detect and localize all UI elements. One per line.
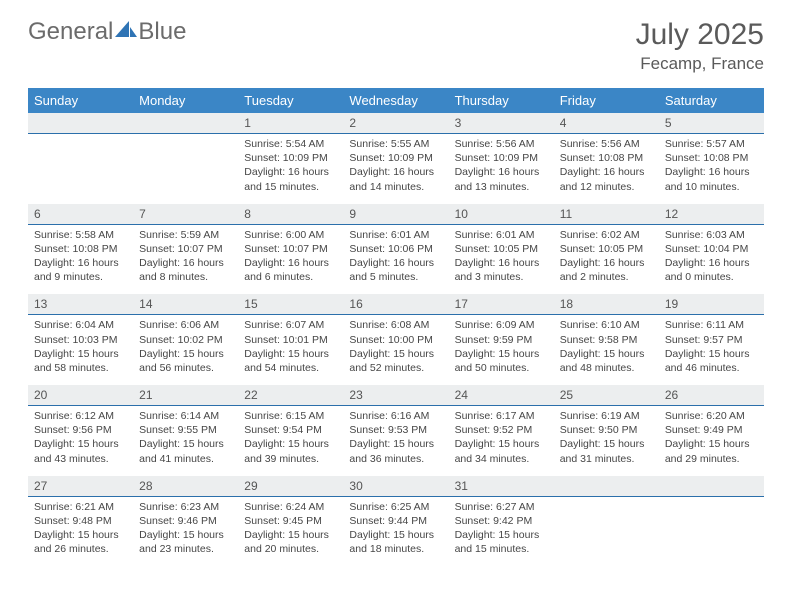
day-detail: Sunrise: 6:20 AM Sunset: 9:49 PM Dayligh… bbox=[659, 406, 764, 476]
page-title: July 2025 bbox=[636, 18, 764, 52]
title-block: July 2025 Fecamp, France bbox=[636, 18, 764, 74]
day-detail bbox=[133, 134, 238, 204]
day-number: 27 bbox=[28, 476, 133, 496]
day-detail: Sunrise: 5:56 AM Sunset: 10:08 PM Daylig… bbox=[554, 134, 659, 204]
day-detail: Sunrise: 6:21 AM Sunset: 9:48 PM Dayligh… bbox=[28, 497, 133, 567]
day-detail: Sunrise: 6:01 AM Sunset: 10:06 PM Daylig… bbox=[343, 225, 448, 295]
day-number: 31 bbox=[449, 476, 554, 496]
weekday-friday: Friday bbox=[554, 88, 659, 113]
day-number: 9 bbox=[343, 204, 448, 224]
day-number: 19 bbox=[659, 294, 764, 314]
day-number bbox=[133, 113, 238, 133]
location-label: Fecamp, France bbox=[636, 54, 764, 74]
day-detail: Sunrise: 6:16 AM Sunset: 9:53 PM Dayligh… bbox=[343, 406, 448, 476]
day-detail: Sunrise: 6:12 AM Sunset: 9:56 PM Dayligh… bbox=[28, 406, 133, 476]
day-number: 18 bbox=[554, 294, 659, 314]
day-detail: Sunrise: 6:04 AM Sunset: 10:03 PM Daylig… bbox=[28, 315, 133, 385]
day-number bbox=[659, 476, 764, 496]
day-number: 22 bbox=[238, 385, 343, 405]
day-detail: Sunrise: 5:56 AM Sunset: 10:09 PM Daylig… bbox=[449, 134, 554, 204]
day-number: 24 bbox=[449, 385, 554, 405]
day-detail bbox=[28, 134, 133, 204]
day-detail: Sunrise: 6:08 AM Sunset: 10:00 PM Daylig… bbox=[343, 315, 448, 385]
day-number: 11 bbox=[554, 204, 659, 224]
day-detail: Sunrise: 6:25 AM Sunset: 9:44 PM Dayligh… bbox=[343, 497, 448, 567]
day-detail: Sunrise: 5:57 AM Sunset: 10:08 PM Daylig… bbox=[659, 134, 764, 204]
day-detail bbox=[659, 497, 764, 567]
day-number: 6 bbox=[28, 204, 133, 224]
day-number: 3 bbox=[449, 113, 554, 133]
day-detail: Sunrise: 6:06 AM Sunset: 10:02 PM Daylig… bbox=[133, 315, 238, 385]
logo: General Blue bbox=[28, 18, 186, 46]
weekday-saturday: Saturday bbox=[659, 88, 764, 113]
day-number: 4 bbox=[554, 113, 659, 133]
day-number: 23 bbox=[343, 385, 448, 405]
day-detail: Sunrise: 6:24 AM Sunset: 9:45 PM Dayligh… bbox=[238, 497, 343, 567]
day-number: 20 bbox=[28, 385, 133, 405]
weekday-wednesday: Wednesday bbox=[343, 88, 448, 113]
weekday-sunday: Sunday bbox=[28, 88, 133, 113]
day-detail: Sunrise: 6:15 AM Sunset: 9:54 PM Dayligh… bbox=[238, 406, 343, 476]
day-number: 28 bbox=[133, 476, 238, 496]
day-number: 1 bbox=[238, 113, 343, 133]
day-number bbox=[28, 113, 133, 133]
day-detail-row: Sunrise: 5:58 AM Sunset: 10:08 PM Daylig… bbox=[28, 225, 764, 295]
day-number: 5 bbox=[659, 113, 764, 133]
day-number: 17 bbox=[449, 294, 554, 314]
calendar: Sunday Monday Tuesday Wednesday Thursday… bbox=[28, 88, 764, 566]
day-number: 29 bbox=[238, 476, 343, 496]
day-detail: Sunrise: 6:14 AM Sunset: 9:55 PM Dayligh… bbox=[133, 406, 238, 476]
weeks-container: 12345Sunrise: 5:54 AM Sunset: 10:09 PM D… bbox=[28, 113, 764, 566]
day-detail: Sunrise: 6:09 AM Sunset: 9:59 PM Dayligh… bbox=[449, 315, 554, 385]
weekday-thursday: Thursday bbox=[449, 88, 554, 113]
day-number: 30 bbox=[343, 476, 448, 496]
day-detail: Sunrise: 6:19 AM Sunset: 9:50 PM Dayligh… bbox=[554, 406, 659, 476]
day-detail: Sunrise: 6:11 AM Sunset: 9:57 PM Dayligh… bbox=[659, 315, 764, 385]
day-number-row: 2728293031 bbox=[28, 476, 764, 497]
day-detail-row: Sunrise: 5:54 AM Sunset: 10:09 PM Daylig… bbox=[28, 134, 764, 204]
day-detail: Sunrise: 6:03 AM Sunset: 10:04 PM Daylig… bbox=[659, 225, 764, 295]
day-number-row: 12345 bbox=[28, 113, 764, 134]
day-detail: Sunrise: 5:55 AM Sunset: 10:09 PM Daylig… bbox=[343, 134, 448, 204]
day-detail: Sunrise: 6:01 AM Sunset: 10:05 PM Daylig… bbox=[449, 225, 554, 295]
day-detail: Sunrise: 6:17 AM Sunset: 9:52 PM Dayligh… bbox=[449, 406, 554, 476]
day-detail bbox=[554, 497, 659, 567]
weekday-header: Sunday Monday Tuesday Wednesday Thursday… bbox=[28, 88, 764, 113]
day-number: 14 bbox=[133, 294, 238, 314]
day-number: 7 bbox=[133, 204, 238, 224]
day-detail: Sunrise: 6:02 AM Sunset: 10:05 PM Daylig… bbox=[554, 225, 659, 295]
day-detail: Sunrise: 5:59 AM Sunset: 10:07 PM Daylig… bbox=[133, 225, 238, 295]
day-detail-row: Sunrise: 6:12 AM Sunset: 9:56 PM Dayligh… bbox=[28, 406, 764, 476]
logo-text-2: Blue bbox=[138, 18, 186, 46]
logo-sail-icon bbox=[115, 18, 137, 46]
day-detail: Sunrise: 6:07 AM Sunset: 10:01 PM Daylig… bbox=[238, 315, 343, 385]
day-detail: Sunrise: 6:00 AM Sunset: 10:07 PM Daylig… bbox=[238, 225, 343, 295]
day-detail: Sunrise: 5:54 AM Sunset: 10:09 PM Daylig… bbox=[238, 134, 343, 204]
day-number: 15 bbox=[238, 294, 343, 314]
day-number: 10 bbox=[449, 204, 554, 224]
day-number: 13 bbox=[28, 294, 133, 314]
day-detail: Sunrise: 6:10 AM Sunset: 9:58 PM Dayligh… bbox=[554, 315, 659, 385]
day-number: 26 bbox=[659, 385, 764, 405]
logo-text-1: General bbox=[28, 18, 113, 46]
day-detail-row: Sunrise: 6:21 AM Sunset: 9:48 PM Dayligh… bbox=[28, 497, 764, 567]
day-number: 16 bbox=[343, 294, 448, 314]
day-number: 2 bbox=[343, 113, 448, 133]
day-number: 25 bbox=[554, 385, 659, 405]
day-number: 8 bbox=[238, 204, 343, 224]
day-detail: Sunrise: 6:23 AM Sunset: 9:46 PM Dayligh… bbox=[133, 497, 238, 567]
day-detail-row: Sunrise: 6:04 AM Sunset: 10:03 PM Daylig… bbox=[28, 315, 764, 385]
day-detail: Sunrise: 5:58 AM Sunset: 10:08 PM Daylig… bbox=[28, 225, 133, 295]
day-number-row: 20212223242526 bbox=[28, 385, 764, 406]
day-number-row: 13141516171819 bbox=[28, 294, 764, 315]
day-number: 12 bbox=[659, 204, 764, 224]
header: General Blue July 2025 Fecamp, France bbox=[0, 0, 792, 82]
day-number: 21 bbox=[133, 385, 238, 405]
weekday-tuesday: Tuesday bbox=[238, 88, 343, 113]
weekday-monday: Monday bbox=[133, 88, 238, 113]
day-number-row: 6789101112 bbox=[28, 204, 764, 225]
day-detail: Sunrise: 6:27 AM Sunset: 9:42 PM Dayligh… bbox=[449, 497, 554, 567]
day-number bbox=[554, 476, 659, 496]
